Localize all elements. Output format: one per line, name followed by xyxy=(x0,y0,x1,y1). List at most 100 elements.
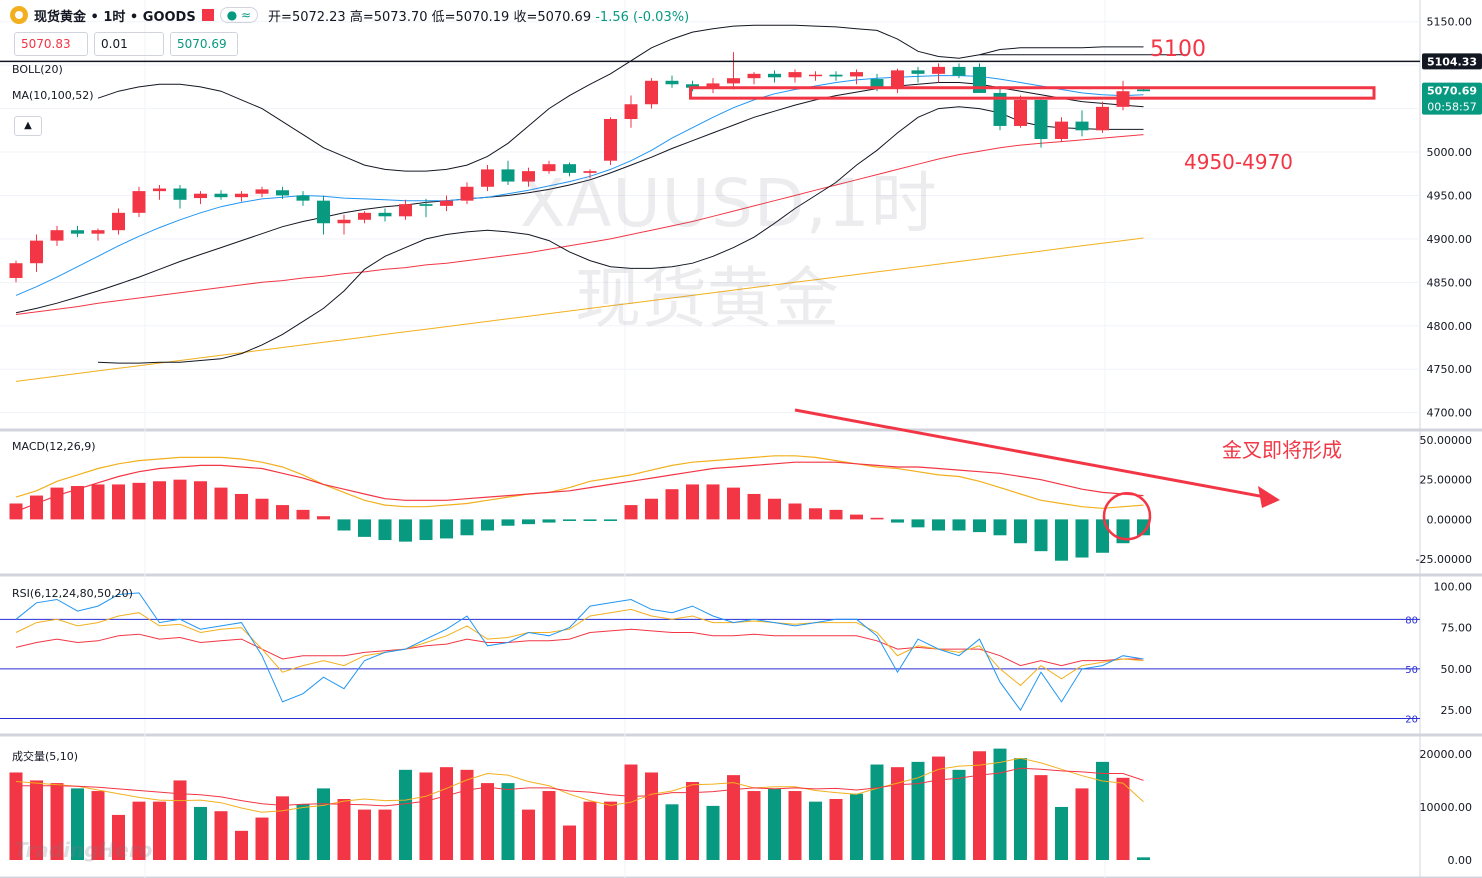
macd-histogram-bar xyxy=(317,516,330,520)
volume-bar xyxy=(358,809,371,860)
trend-arrow-head xyxy=(1258,486,1280,508)
boll-lower-line xyxy=(97,106,1144,364)
volume-bar xyxy=(132,801,146,860)
candle-body xyxy=(727,78,740,84)
key-zone-rect xyxy=(689,86,1376,100)
volume-bar xyxy=(91,791,105,860)
volume-bar xyxy=(768,788,781,860)
macd-histogram-bar xyxy=(768,498,781,520)
macd-histogram-bar xyxy=(337,519,351,531)
macd-histogram-bar xyxy=(624,505,638,520)
candle-body xyxy=(850,72,863,77)
macd-histogram-bar xyxy=(1137,519,1150,536)
macd-histogram-bar xyxy=(1096,519,1109,553)
macd-histogram-bar xyxy=(870,517,884,520)
volume-tick-label: 0.00 xyxy=(1448,854,1473,867)
trend-arrow-line xyxy=(794,408,1267,499)
sell-button[interactable]: 5070.83 xyxy=(14,32,88,56)
candle-body xyxy=(604,119,617,161)
volume-bar xyxy=(276,796,289,860)
volume-bar xyxy=(952,769,966,860)
price-tick-label: 4850.00 xyxy=(1427,276,1473,289)
candle-body xyxy=(706,83,720,88)
macd-histogram-bar xyxy=(952,519,966,531)
volume-bar xyxy=(788,791,802,860)
candle-body xyxy=(1075,121,1089,131)
ma-legend[interactable]: MA(10,100,52) xyxy=(12,89,94,102)
volume-bar xyxy=(50,783,64,860)
flag-icon[interactable] xyxy=(201,9,214,21)
macd-annotation: 金叉即将形成 xyxy=(1222,438,1342,462)
macd-histogram-bar xyxy=(419,519,433,541)
macd-histogram-bar xyxy=(214,487,228,520)
close-value: 收=5070.69 xyxy=(513,9,592,25)
macd-histogram-bar xyxy=(686,484,699,520)
candle-body xyxy=(173,188,187,200)
volume-bar xyxy=(9,772,23,860)
rsi-legend[interactable]: RSI(6,12,24,80,50,20) xyxy=(12,587,133,600)
brand-watermark: TradingHero xyxy=(14,838,153,862)
candle-body xyxy=(296,195,310,201)
symbol-title[interactable]: 现货黄金 • 1时 • GOODS xyxy=(34,9,196,25)
rsi-tick-label: 75.00 xyxy=(1441,622,1473,635)
volume-tick-label: 10000.00 xyxy=(1420,801,1473,814)
price-tag-label: 5070.69 xyxy=(1427,85,1477,98)
macd-legend[interactable]: MACD(12,26,9) xyxy=(12,440,96,453)
price-tag-label: 5104.33 xyxy=(1427,55,1477,68)
ma52-line xyxy=(15,134,1144,315)
volume-bar xyxy=(542,791,556,860)
macd-histogram-bar xyxy=(9,503,23,520)
macd-histogram-bar xyxy=(1075,519,1089,558)
volume-bar xyxy=(932,756,945,860)
volume-legend[interactable]: 成交量(5,10) xyxy=(12,750,79,763)
candle-body xyxy=(522,171,535,182)
candle-body xyxy=(440,200,453,206)
candle-body xyxy=(358,212,371,220)
macd-dea-line xyxy=(15,461,1144,512)
boll-legend[interactable]: BOLL(20) xyxy=(12,63,63,76)
candle-body xyxy=(112,212,125,231)
volume-bar xyxy=(1055,806,1068,860)
low-value: 低=5070.19 xyxy=(431,9,510,25)
candle-body xyxy=(9,263,23,278)
price-tick-label: 4800.00 xyxy=(1427,320,1473,333)
market-status-badge[interactable]: ● ≈ xyxy=(219,7,259,23)
macd-histogram-bar xyxy=(747,493,761,520)
candle-body xyxy=(1096,106,1109,131)
macd-histogram-bar xyxy=(399,519,412,542)
macd-histogram-bar xyxy=(583,519,597,521)
buy-button[interactable]: 5070.69 xyxy=(170,32,238,56)
candle-body xyxy=(71,230,84,234)
collapse-legend-button[interactable]: ▲ xyxy=(14,116,42,136)
volume-bar xyxy=(1075,788,1089,860)
macd-histogram-bar xyxy=(993,519,1007,536)
volume-bar xyxy=(501,783,515,860)
macd-histogram-bar xyxy=(30,495,43,520)
macd-histogram-bar xyxy=(378,519,392,541)
volume-bar xyxy=(665,804,679,860)
macd-histogram-bar xyxy=(706,484,720,520)
macd-histogram-bar xyxy=(891,519,904,523)
watermark-name: 现货黄金 xyxy=(575,260,839,337)
macd-histogram-bar xyxy=(932,519,945,531)
candle-body xyxy=(235,193,248,198)
macd-histogram-bar xyxy=(604,519,617,521)
rsi-tick-label: 25.00 xyxy=(1441,704,1473,717)
volume-bar xyxy=(1096,761,1109,860)
candle-body xyxy=(542,164,556,172)
macd-histogram-bar xyxy=(235,493,248,520)
rsi6-line xyxy=(15,592,1144,712)
macd-histogram-bar xyxy=(973,519,986,533)
candle-body xyxy=(583,171,597,173)
symbol-header: 现货黄金 • 1时 • GOODS ● ≈ 开=5072.23 高=5073.7… xyxy=(10,4,689,26)
macd-histogram-bar xyxy=(563,519,576,521)
macd-histogram-bar xyxy=(440,519,453,539)
macd-histogram-bar xyxy=(460,519,474,536)
rsi-level-label: 20 xyxy=(1405,714,1418,725)
volume-bar xyxy=(891,767,904,860)
macd-histogram-bar xyxy=(727,487,740,520)
candle-body xyxy=(768,73,781,78)
price-tag xyxy=(1422,53,1482,70)
quantity-input[interactable]: 0.01 xyxy=(94,32,164,56)
open-value: 开=5072.23 xyxy=(268,9,346,25)
